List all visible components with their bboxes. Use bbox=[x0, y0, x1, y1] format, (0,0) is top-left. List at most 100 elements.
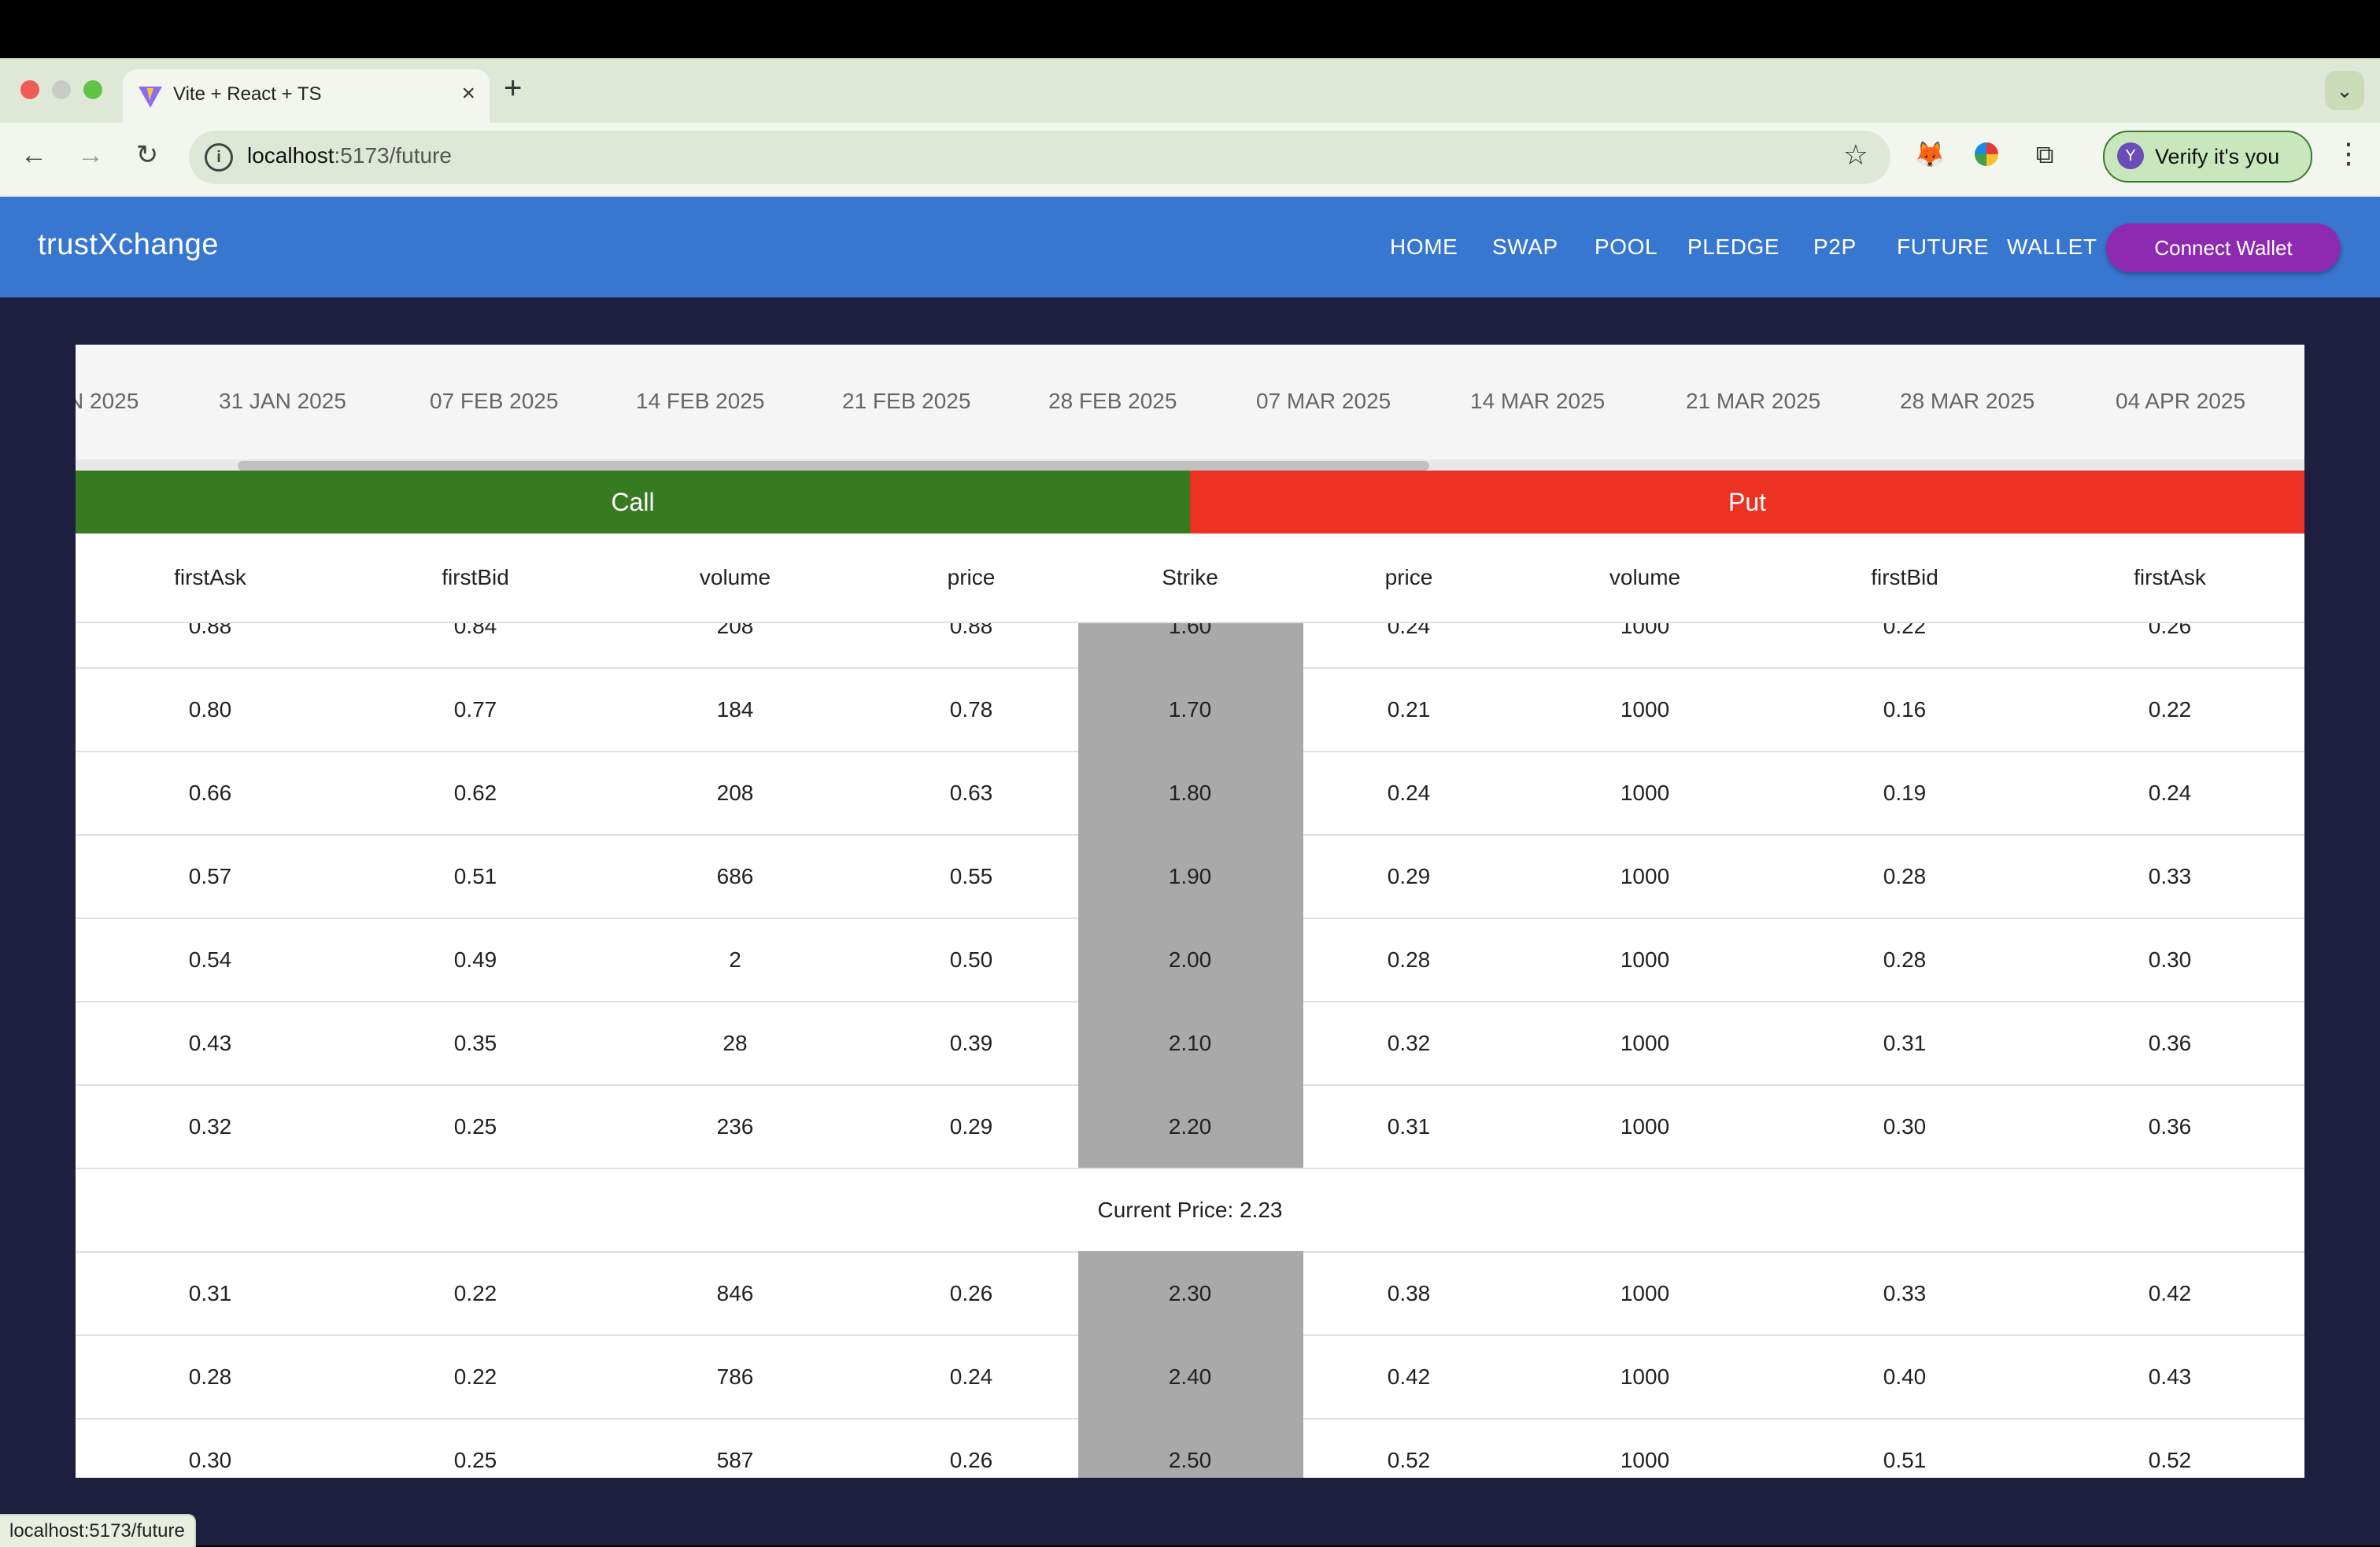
cell-put-volume[interactable]: 1000 bbox=[1620, 781, 1670, 805]
cell-put-price[interactable]: 0.29 bbox=[1387, 864, 1431, 888]
table-row[interactable]: 0.57 0.51 686 0.55 1.90 0.29 1000 0.28 0.33 bbox=[76, 834, 2304, 919]
cell-call-first-ask[interactable]: 0.66 bbox=[188, 781, 232, 805]
connect-wallet-button[interactable]: Connect Wallet bbox=[2106, 223, 2341, 272]
nav-wallet[interactable]: WALLET bbox=[2007, 234, 2097, 259]
cell-call-price[interactable]: 0.50 bbox=[949, 947, 993, 972]
table-row[interactable]: 0.80 0.77 184 0.78 1.70 0.21 1000 0.16 0.22 bbox=[76, 667, 2304, 752]
cell-call-price[interactable]: 0.88 bbox=[949, 622, 993, 638]
cell-call-first-ask[interactable]: 0.54 bbox=[188, 947, 232, 972]
cell-call-volume[interactable]: 786 bbox=[716, 1364, 754, 1389]
expiry-date-tab[interactable]: 07 FEB 2025 bbox=[430, 389, 559, 413]
cell-put-first-ask[interactable]: 0.24 bbox=[2148, 781, 2192, 805]
cell-put-price[interactable]: 0.24 bbox=[1387, 781, 1431, 805]
cell-call-first-bid[interactable]: 0.62 bbox=[453, 781, 497, 805]
cell-put-volume[interactable]: 1000 bbox=[1620, 1114, 1670, 1139]
cell-call-price[interactable]: 0.39 bbox=[949, 1031, 993, 1055]
cell-call-first-bid[interactable]: 0.77 bbox=[453, 697, 497, 722]
table-row[interactable]: 0.30 0.25 587 0.26 2.50 0.52 1000 0.51 0.52 bbox=[76, 1418, 2304, 1478]
table-row[interactable]: 0.43 0.35 28 0.39 2.10 0.32 1000 0.31 0.36 bbox=[76, 1001, 2304, 1086]
cell-call-first-ask[interactable]: 0.31 bbox=[188, 1281, 232, 1305]
color-wheel-extension-icon[interactable] bbox=[1969, 137, 2004, 172]
cell-put-volume[interactable]: 1000 bbox=[1620, 1281, 1670, 1305]
cell-put-price[interactable]: 0.21 bbox=[1387, 697, 1431, 722]
nav-p2p[interactable]: P2P bbox=[1813, 234, 1857, 259]
expiry-date-tab[interactable]: 21 FEB 2025 bbox=[842, 389, 971, 413]
cell-put-first-ask[interactable]: 0.52 bbox=[2148, 1448, 2192, 1472]
cell-put-first-ask[interactable]: 0.42 bbox=[2148, 1281, 2192, 1305]
table-row[interactable]: 0.54 0.49 2 0.50 2.00 0.28 1000 0.28 0.30 bbox=[76, 917, 2304, 1002]
nav-pledge[interactable]: PLEDGE bbox=[1687, 234, 1780, 259]
cell-put-first-ask[interactable]: 0.33 bbox=[2148, 864, 2192, 888]
date-scrollbar[interactable] bbox=[76, 460, 2304, 471]
cell-call-volume[interactable]: 846 bbox=[716, 1281, 754, 1305]
bookmark-star-icon[interactable]: ☆ bbox=[1842, 138, 1868, 171]
verify-profile-button[interactable]: Y Verify it's you bbox=[2103, 131, 2312, 183]
browser-tab[interactable]: Vite + React + TS × bbox=[123, 69, 490, 123]
cell-put-first-bid[interactable]: 0.19 bbox=[1883, 781, 1927, 805]
expiry-date-tab[interactable]: 04 APR 2025 bbox=[2116, 389, 2246, 413]
cell-call-first-ask[interactable]: 0.80 bbox=[188, 697, 232, 722]
nav-pool[interactable]: POOL bbox=[1595, 234, 1658, 259]
expiry-date-tab[interactable]: N 2025 bbox=[76, 389, 139, 413]
cell-call-price[interactable]: 0.24 bbox=[949, 1364, 993, 1389]
table-row[interactable]: 0.32 0.25 236 0.29 2.20 0.31 1000 0.30 0.36 bbox=[76, 1084, 2304, 1169]
nav-swap[interactable]: SWAP bbox=[1492, 234, 1558, 259]
cell-call-volume[interactable]: 208 bbox=[716, 622, 754, 638]
cell-put-first-ask[interactable]: 0.43 bbox=[2148, 1364, 2192, 1389]
zoom-window-button[interactable] bbox=[83, 80, 102, 99]
cell-call-volume[interactable]: 28 bbox=[722, 1031, 748, 1055]
cell-call-first-bid[interactable]: 0.84 bbox=[453, 622, 497, 638]
cell-put-price[interactable]: 0.28 bbox=[1387, 947, 1431, 972]
cell-put-volume[interactable]: 1000 bbox=[1620, 697, 1670, 722]
kebab-menu-icon[interactable]: ⋮ bbox=[2334, 137, 2363, 169]
table-row[interactable]: 0.88 0.84 208 0.88 1.60 0.24 1000 0.22 0.26 bbox=[76, 622, 2304, 669]
expiry-date-tab[interactable]: 14 MAR 2025 bbox=[1470, 389, 1606, 413]
cell-call-first-bid[interactable]: 0.22 bbox=[453, 1364, 497, 1389]
cell-put-first-ask[interactable]: 0.36 bbox=[2148, 1031, 2192, 1055]
cell-call-first-bid[interactable]: 0.22 bbox=[453, 1281, 497, 1305]
reload-icon[interactable]: ↻ bbox=[135, 140, 159, 170]
cell-put-first-ask[interactable]: 0.36 bbox=[2148, 1114, 2192, 1139]
expiry-date-tab[interactable]: 21 MAR 2025 bbox=[1686, 389, 1821, 413]
cell-put-price[interactable]: 0.31 bbox=[1387, 1114, 1431, 1139]
cell-call-volume[interactable]: 2 bbox=[729, 947, 741, 972]
cell-put-volume[interactable]: 1000 bbox=[1620, 947, 1670, 972]
metamask-fox-icon[interactable]: 🦊 bbox=[1914, 140, 1946, 168]
cell-put-price[interactable]: 0.42 bbox=[1387, 1364, 1431, 1389]
expiry-date-tab[interactable]: 28 MAR 2025 bbox=[1900, 389, 2035, 413]
cell-call-price[interactable]: 0.55 bbox=[949, 864, 993, 888]
cell-call-first-ask[interactable]: 0.30 bbox=[188, 1448, 232, 1472]
brand-title[interactable]: trustXchange bbox=[38, 228, 219, 261]
cell-put-first-bid[interactable]: 0.33 bbox=[1883, 1281, 1927, 1305]
cell-call-volume[interactable]: 236 bbox=[716, 1114, 754, 1139]
cell-call-first-ask[interactable]: 0.32 bbox=[188, 1114, 232, 1139]
tab-close-icon[interactable]: × bbox=[461, 80, 475, 106]
cell-put-price[interactable]: 0.38 bbox=[1387, 1281, 1431, 1305]
address-bar[interactable]: i localhost:5173/future ☆ bbox=[189, 131, 1890, 184]
date-scrollbar-thumb[interactable] bbox=[238, 461, 1429, 471]
minimize-window-button[interactable] bbox=[52, 80, 71, 99]
cell-call-first-ask[interactable]: 0.28 bbox=[188, 1364, 232, 1389]
cell-put-first-ask[interactable]: 0.22 bbox=[2148, 697, 2192, 722]
cell-call-first-bid[interactable]: 0.35 bbox=[453, 1031, 497, 1055]
close-window-button[interactable] bbox=[20, 80, 39, 99]
back-arrow-icon[interactable]: ← bbox=[20, 140, 47, 170]
cell-call-first-bid[interactable]: 0.49 bbox=[453, 947, 497, 972]
expiry-date-tab[interactable]: 31 JAN 2025 bbox=[219, 389, 346, 413]
new-tab-icon[interactable]: + bbox=[504, 71, 523, 105]
cell-put-volume[interactable]: 1000 bbox=[1620, 1364, 1670, 1389]
cell-put-first-bid[interactable]: 0.28 bbox=[1883, 947, 1927, 972]
cell-put-first-bid[interactable]: 0.31 bbox=[1883, 1031, 1927, 1055]
cell-put-volume[interactable]: 1000 bbox=[1620, 622, 1670, 638]
cell-call-first-bid[interactable]: 0.25 bbox=[453, 1448, 497, 1472]
cell-put-first-bid[interactable]: 0.51 bbox=[1883, 1448, 1927, 1472]
cell-put-first-bid[interactable]: 0.40 bbox=[1883, 1364, 1927, 1389]
cell-put-volume[interactable]: 1000 bbox=[1620, 1031, 1670, 1055]
cell-put-first-bid[interactable]: 0.28 bbox=[1883, 864, 1927, 888]
expiry-date-tab[interactable]: 07 MAR 2025 bbox=[1256, 389, 1391, 413]
table-row[interactable]: 0.28 0.22 786 0.24 2.40 0.42 1000 0.40 0.43 bbox=[76, 1335, 2304, 1420]
nav-home[interactable]: HOME bbox=[1390, 234, 1458, 259]
cell-call-price[interactable]: 0.26 bbox=[949, 1448, 993, 1472]
tab-search-chevron-icon[interactable]: ⌄ bbox=[2325, 71, 2364, 110]
table-row[interactable]: 0.66 0.62 208 0.63 1.80 0.24 1000 0.19 0.24 bbox=[76, 751, 2304, 836]
